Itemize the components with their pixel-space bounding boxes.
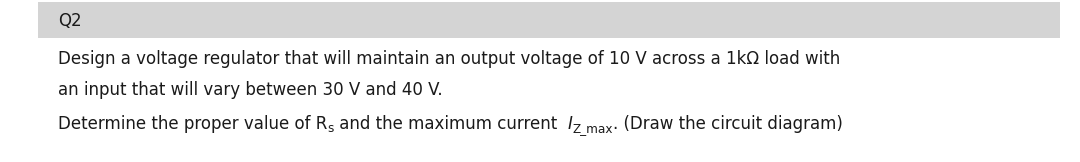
Text: . (Draw the circuit diagram): . (Draw the circuit diagram) (612, 115, 842, 133)
FancyBboxPatch shape (38, 2, 1059, 38)
Text: s: s (327, 122, 334, 135)
Text: Design a voltage regulator that will maintain an output voltage of 10 V across a: Design a voltage regulator that will mai… (58, 50, 840, 68)
Text: and the maximum current: and the maximum current (334, 115, 567, 133)
Text: Z_max: Z_max (572, 122, 612, 135)
Text: Determine the proper value of R: Determine the proper value of R (58, 115, 327, 133)
Text: I: I (567, 115, 572, 133)
Text: Q2: Q2 (58, 12, 82, 30)
Text: an input that will vary between 30 V and 40 V.: an input that will vary between 30 V and… (58, 81, 443, 99)
